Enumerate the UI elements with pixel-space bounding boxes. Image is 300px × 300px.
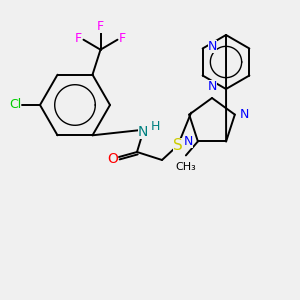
Text: N: N [138,125,148,139]
Text: N: N [184,135,193,148]
Text: CH₃: CH₃ [176,162,196,172]
Text: F: F [97,20,104,33]
Text: F: F [75,32,82,45]
Text: F: F [119,32,126,45]
Text: Cl: Cl [9,98,21,112]
Text: O: O [108,152,118,166]
Text: N: N [208,40,217,53]
Text: H: H [150,119,160,133]
Text: N: N [207,80,217,93]
Text: S: S [173,137,183,152]
Text: N: N [240,108,249,121]
